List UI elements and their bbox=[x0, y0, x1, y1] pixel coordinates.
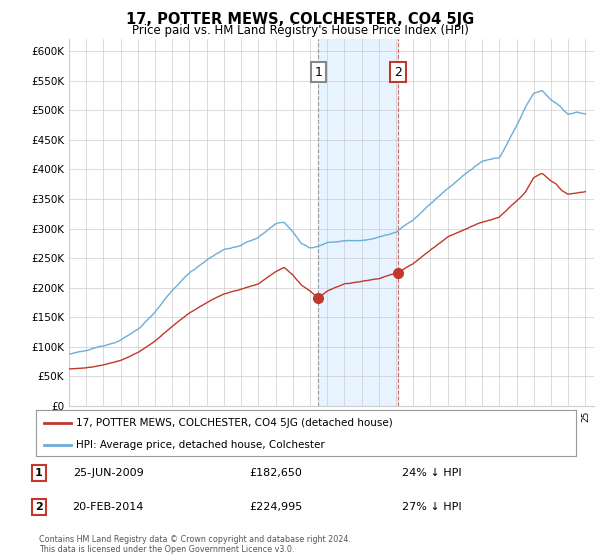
Text: 25-JUN-2009: 25-JUN-2009 bbox=[73, 468, 143, 478]
Bar bbox=[318, 39, 398, 406]
Text: 1: 1 bbox=[314, 66, 322, 79]
Text: 24% ↓ HPI: 24% ↓ HPI bbox=[402, 468, 462, 478]
Text: £224,995: £224,995 bbox=[250, 502, 302, 512]
Text: HPI: Average price, detached house, Colchester: HPI: Average price, detached house, Colc… bbox=[77, 440, 325, 450]
Text: £182,650: £182,650 bbox=[250, 468, 302, 478]
Text: 17, POTTER MEWS, COLCHESTER, CO4 5JG: 17, POTTER MEWS, COLCHESTER, CO4 5JG bbox=[126, 12, 474, 27]
Text: 2: 2 bbox=[35, 502, 43, 512]
Text: Price paid vs. HM Land Registry's House Price Index (HPI): Price paid vs. HM Land Registry's House … bbox=[131, 24, 469, 36]
Text: 1: 1 bbox=[35, 468, 43, 478]
Text: 20-FEB-2014: 20-FEB-2014 bbox=[73, 502, 143, 512]
Text: 27% ↓ HPI: 27% ↓ HPI bbox=[402, 502, 462, 512]
Text: Contains HM Land Registry data © Crown copyright and database right 2024.
This d: Contains HM Land Registry data © Crown c… bbox=[39, 535, 351, 554]
Text: 2: 2 bbox=[394, 66, 402, 79]
Text: 17, POTTER MEWS, COLCHESTER, CO4 5JG (detached house): 17, POTTER MEWS, COLCHESTER, CO4 5JG (de… bbox=[77, 418, 393, 428]
